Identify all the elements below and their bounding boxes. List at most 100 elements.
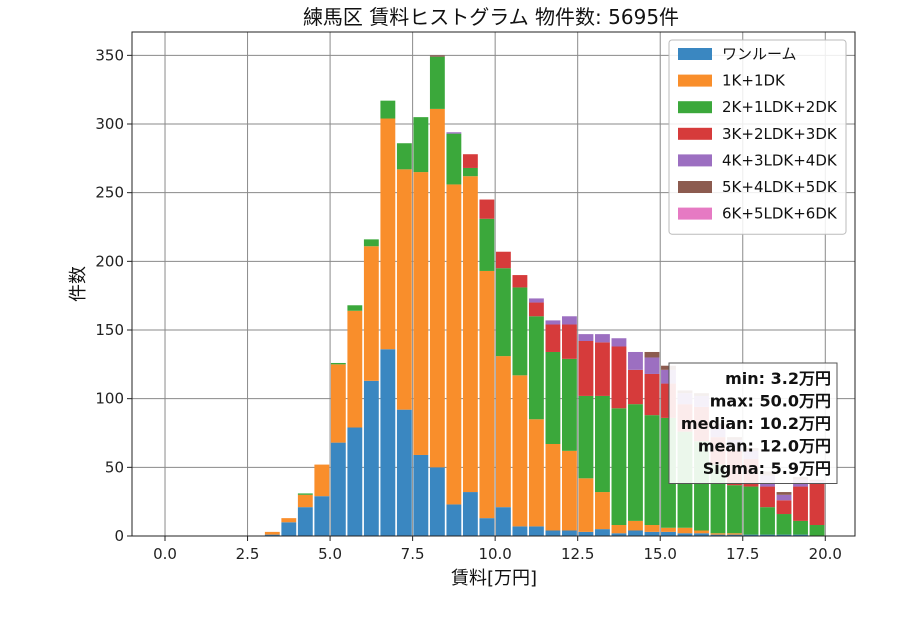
bar-s3-b18	[562, 324, 577, 359]
x-tick-label-5: 12.5	[561, 545, 594, 563]
bar-s0-b27	[710, 534, 726, 536]
bar-s1-b26	[694, 530, 709, 534]
stats-box: min: 3.2万円 max: 50.0万円 median: 10.2万円 mean:…	[668, 362, 838, 484]
legend: ワンルーム 1K+1DK 2K+1LDK+2DK 3K+2LDK+3DK 4K+3LDK…	[668, 39, 847, 235]
bar-s1-b28	[727, 533, 742, 535]
x-axis-ticks: 0.0 2.5 5.0 7.5 10.0 12.5 15.0 17.5 20.0	[153, 536, 842, 563]
bar-s1-b22	[628, 520, 643, 531]
bar-s0-b5	[347, 427, 363, 536]
bar-s4-b31	[776, 494, 792, 501]
bar-s3-b12	[462, 154, 478, 168]
y-axis-label: 件数	[68, 266, 89, 302]
bar-s0-b10	[429, 467, 445, 536]
bar-s2-b16	[528, 316, 544, 420]
bar-s0-b19	[578, 531, 594, 536]
bar-s0-b16	[528, 526, 544, 536]
bar-s0-b9	[413, 454, 429, 536]
bar-s0-b31	[776, 534, 792, 536]
bar-s0-b7	[380, 349, 396, 536]
x-tick-label-4: 10.0	[478, 545, 511, 563]
bar-s3-b16	[528, 302, 544, 317]
legend-label-0: ワンルーム	[722, 45, 797, 63]
legend-swatch-1	[678, 74, 712, 87]
bar-s0-b0	[264, 534, 280, 536]
bar-s1-b21	[611, 525, 627, 534]
bar-s1-b18	[562, 450, 577, 531]
bar-s2-b8	[396, 143, 412, 170]
y-tick-label-4: 200	[95, 252, 124, 270]
chart-title: 練馬区 賃料ヒストグラム 物件数: 5695件	[303, 5, 679, 29]
y-tick-label-0: 0	[114, 527, 124, 545]
bar-s4-b11	[446, 132, 462, 134]
y-tick-label-6: 300	[95, 115, 124, 133]
bar-s3-b32	[793, 486, 808, 521]
bar-s3-b22	[628, 369, 643, 405]
legend-box	[668, 39, 847, 235]
y-tick-label-5: 250	[95, 184, 124, 202]
legend-label-1: 1K+1DK	[722, 72, 786, 90]
bar-s2-b33	[809, 525, 825, 536]
bar-s5-b23	[644, 351, 660, 358]
bar-s1-b27	[710, 533, 726, 535]
bar-s1-b23	[644, 525, 660, 532]
bar-s4-b16	[528, 298, 544, 303]
bar-s0-b4	[330, 442, 346, 536]
y-tick-label-1: 50	[105, 458, 124, 476]
bar-s1-b7	[380, 118, 396, 350]
bar-s0-b6	[363, 380, 379, 536]
bar-s0-b8	[396, 409, 412, 536]
bar-s3-b13	[479, 199, 495, 219]
bar-s4-b17	[545, 320, 561, 325]
bar-s3-b15	[512, 275, 528, 288]
bar-s1-b9	[413, 172, 429, 455]
bar-s5-b24	[661, 365, 676, 370]
legend-label-3: 3K+2LDK+3DK	[722, 125, 838, 143]
bar-s0-b28	[727, 534, 742, 536]
y-tick-label-7: 350	[95, 46, 124, 64]
bar-s3-b14	[495, 251, 511, 269]
bar-s2-b19	[578, 395, 594, 479]
bar-s0-b1	[281, 522, 297, 536]
y-tick-label-2: 100	[95, 390, 124, 408]
bar-s3-b21	[611, 346, 627, 409]
stats-line-2: median: 10.2万円	[681, 414, 831, 433]
legend-swatch-5	[678, 181, 712, 193]
bar-s5-b31	[776, 492, 792, 495]
legend-swatch-0	[678, 48, 712, 60]
bar-s1-b25	[677, 527, 693, 534]
bar-s2-b32	[793, 520, 808, 535]
plot-frame	[131, 31, 856, 537]
bar-s2-b22	[628, 404, 643, 521]
stats-line-0: min: 3.2万円	[725, 369, 831, 388]
bar-s4-b21	[611, 338, 627, 347]
bar-s2-b28	[727, 485, 742, 534]
bar-s4-b20	[595, 334, 610, 343]
bar-s4-b18	[562, 316, 577, 325]
bar-s1-b15	[512, 375, 528, 527]
bar-s1-b19	[578, 478, 594, 532]
bar-s2-b10	[429, 56, 445, 109]
bar-s0-b18	[562, 530, 577, 536]
legend-swatch-3	[678, 127, 712, 140]
bar-s2-b17	[545, 351, 561, 444]
bar-s3-b20	[595, 342, 610, 396]
bar-s1-b0	[264, 531, 280, 535]
bar-s1-b17	[545, 443, 561, 531]
bar-s1-b6	[363, 246, 379, 381]
bar-s3-b33	[809, 483, 825, 526]
bar-s1-b2	[297, 494, 313, 508]
bar-s0-b32	[793, 534, 808, 536]
bar-s0-b15	[512, 526, 528, 536]
bar-s0-b17	[545, 530, 561, 536]
bar-s2-b30	[760, 507, 775, 535]
bar-s0-b26	[694, 533, 709, 536]
bar-s0-b23	[644, 531, 660, 536]
x-tick-label-0: 0.0	[153, 545, 177, 563]
x-axis-label: 賃料[万円]	[451, 568, 537, 589]
bar-s4-b19	[578, 334, 594, 341]
bar-s2-b5	[347, 305, 363, 311]
x-tick-label-2: 5.0	[318, 545, 342, 563]
bar-s1-b20	[595, 492, 610, 530]
bar-s2-b12	[462, 167, 478, 177]
stats-line-4: Sigma: 5.9万円	[703, 459, 831, 478]
